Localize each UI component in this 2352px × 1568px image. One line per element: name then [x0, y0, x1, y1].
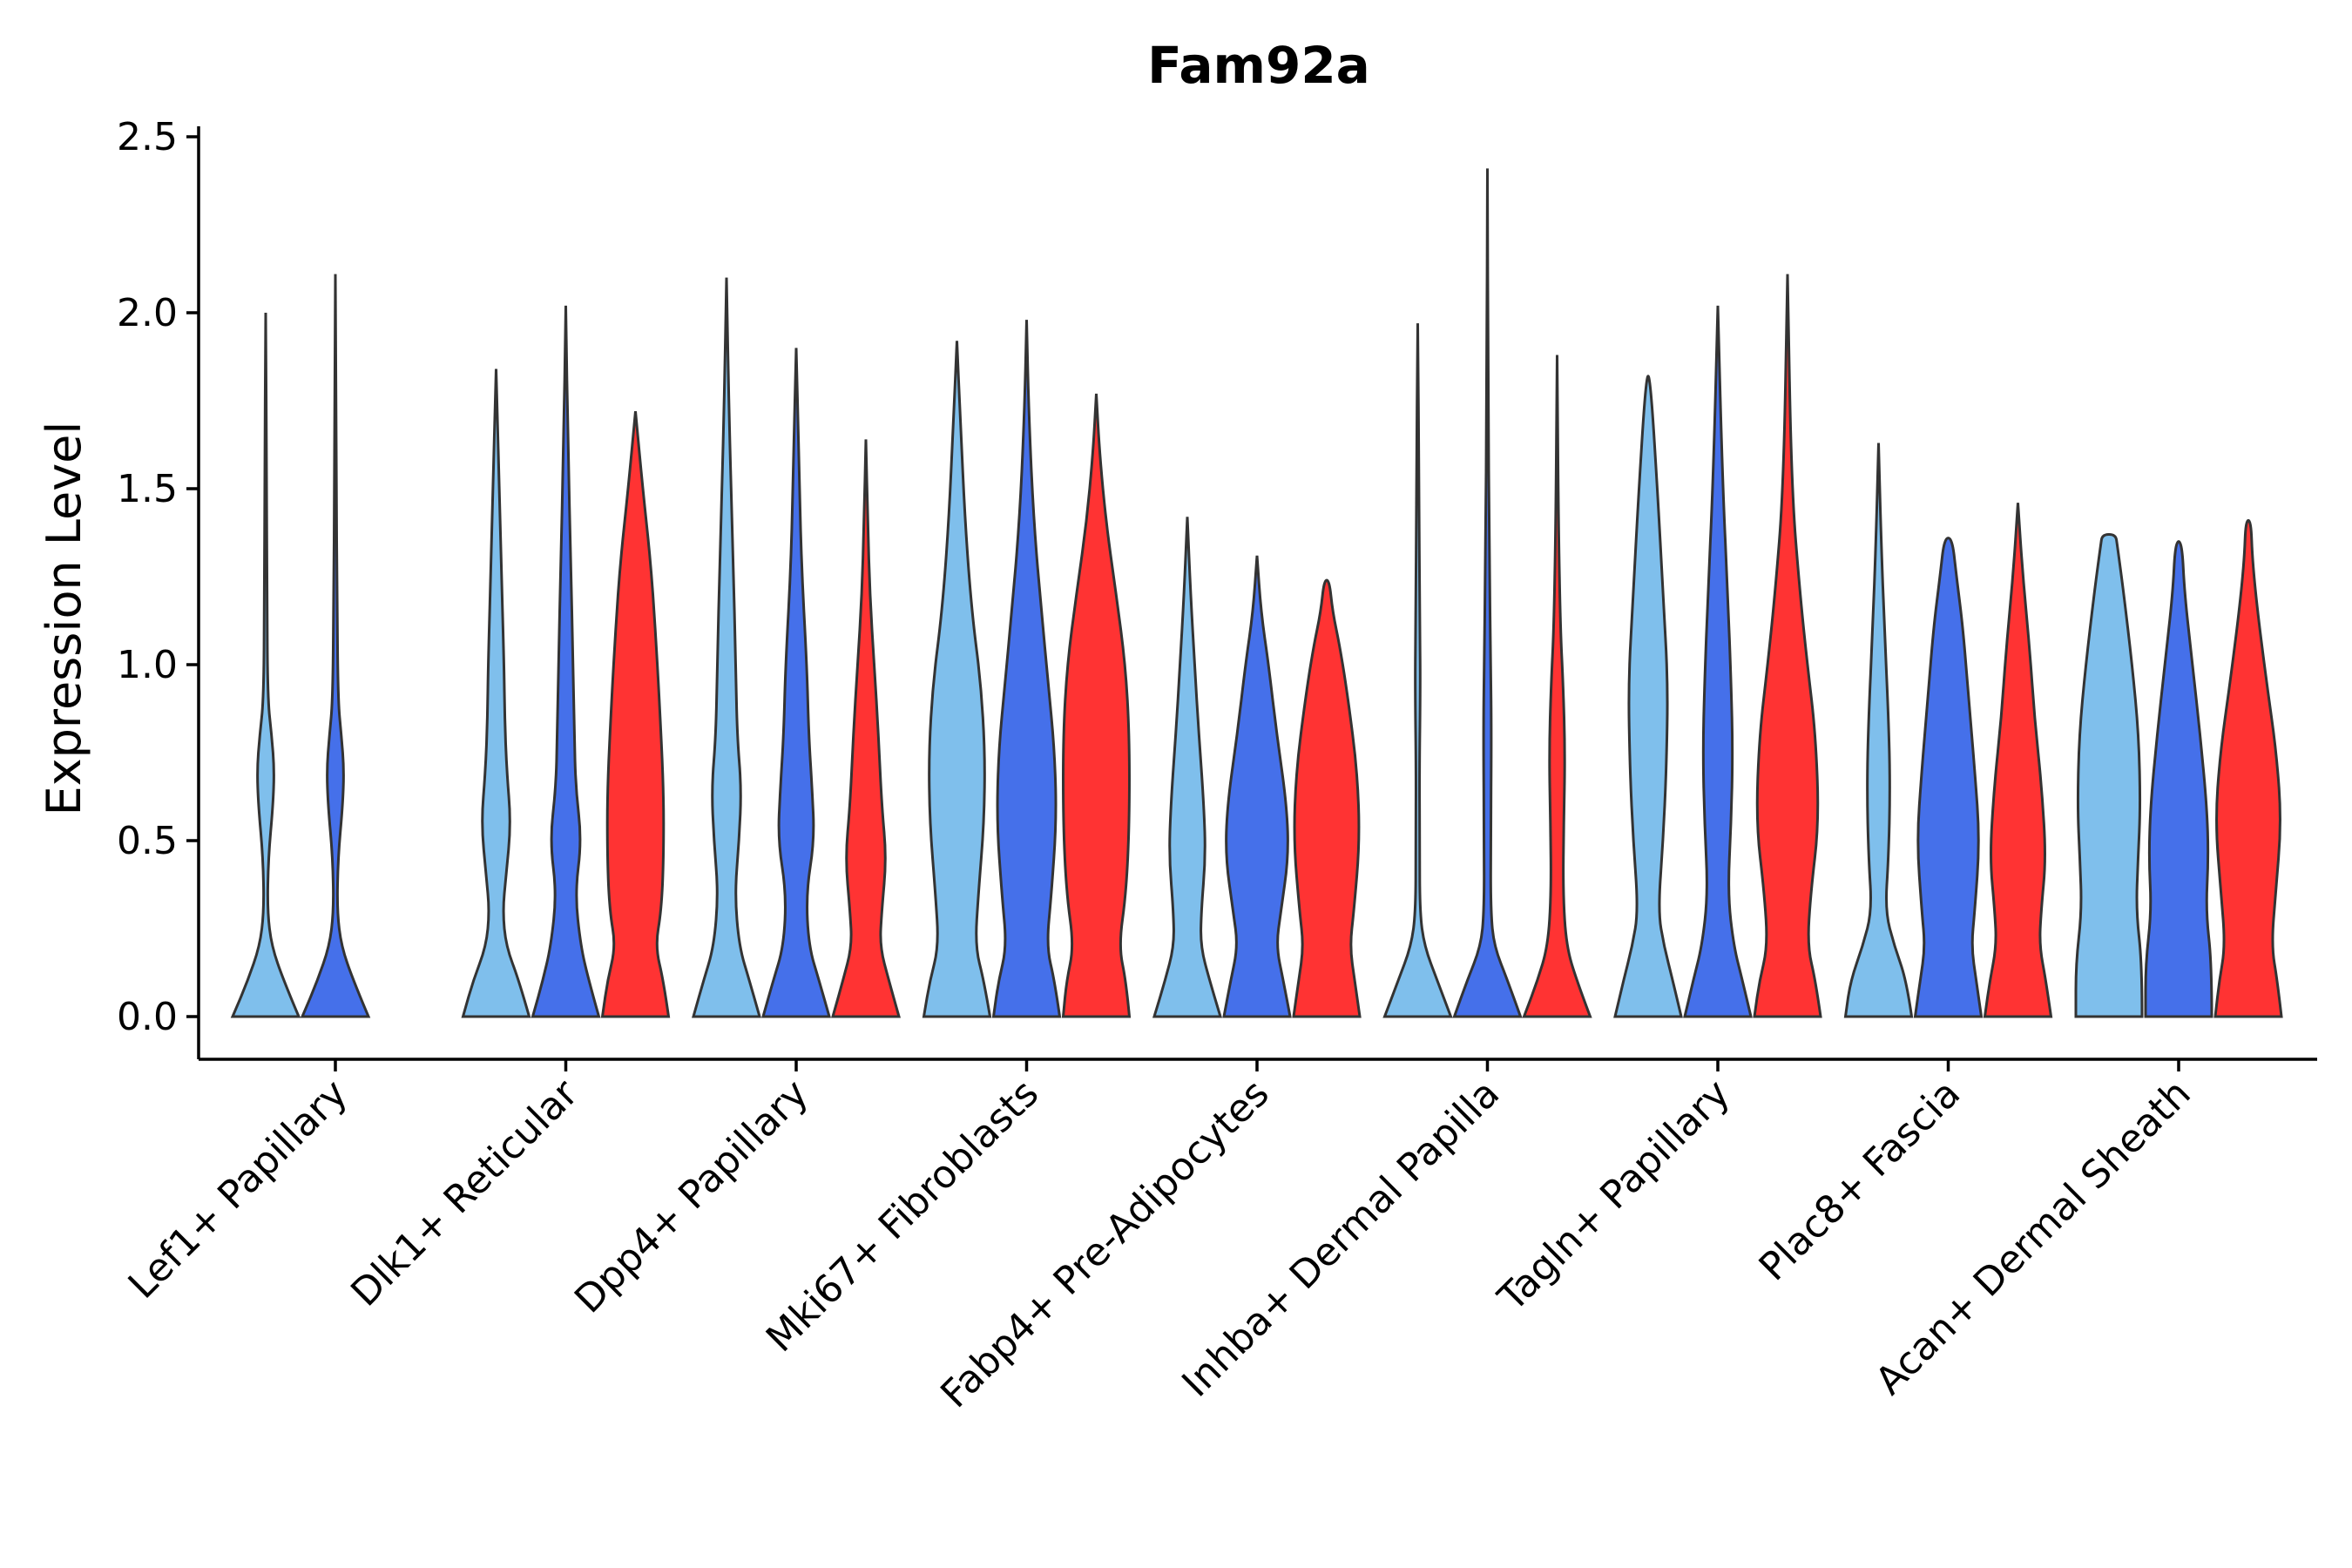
violin-group-2 [761, 348, 831, 1018]
y-tick-label: 1.0 [117, 643, 178, 687]
violin-group-2 [1683, 305, 1753, 1018]
y-tick-label: 2.5 [117, 115, 178, 159]
y-tick-label: 1.5 [117, 467, 178, 511]
violin-group-2 [1913, 537, 1984, 1018]
violins-layer [230, 168, 2283, 1018]
violin-group-3 [831, 439, 901, 1018]
violin-group-3 [1753, 274, 1822, 1018]
violin-group-3 [2213, 518, 2283, 1018]
violin-group-3 [1983, 503, 2053, 1018]
violin-group-2 [300, 274, 371, 1018]
violin-group-1 [922, 341, 992, 1018]
y-axis-label: Expression Level [37, 422, 91, 816]
violin-group-1 [461, 368, 531, 1018]
x-tick-label: Plac8+ Fascia [1751, 1071, 1970, 1290]
violin-group-3 [1522, 355, 1592, 1018]
y-tick-label: 0.0 [117, 995, 178, 1039]
y-tick-label: 2.0 [117, 291, 178, 335]
violin-group-2 [531, 305, 601, 1018]
violin-group-1 [1382, 323, 1453, 1018]
chart-title: Fam92a [1147, 36, 1370, 95]
violin-group-1 [1152, 517, 1223, 1018]
violin-group-1 [2074, 532, 2144, 1018]
x-tick-label: Dpp4+ Papillary [566, 1071, 817, 1322]
violin-group-3 [1292, 578, 1362, 1018]
violin-group-3 [600, 410, 671, 1018]
violin-group-2 [1452, 168, 1523, 1018]
y-tick-label: 0.5 [117, 819, 178, 863]
violin-group-1 [230, 312, 301, 1018]
x-tick-label: Dlk1+ Reticular [342, 1071, 587, 1315]
violin-group-2 [2144, 540, 2213, 1018]
x-tick-label: Lef1+ Papillary [120, 1071, 356, 1308]
violin-group-1 [692, 277, 761, 1018]
violin-group-1 [1613, 375, 1683, 1018]
violin-group-2 [991, 320, 1062, 1018]
violin-group-3 [1061, 393, 1132, 1018]
x-tick-label: Tagln+ Papillary [1490, 1071, 1739, 1321]
violin-group-1 [1843, 443, 1914, 1018]
violin-group-2 [1222, 555, 1292, 1018]
